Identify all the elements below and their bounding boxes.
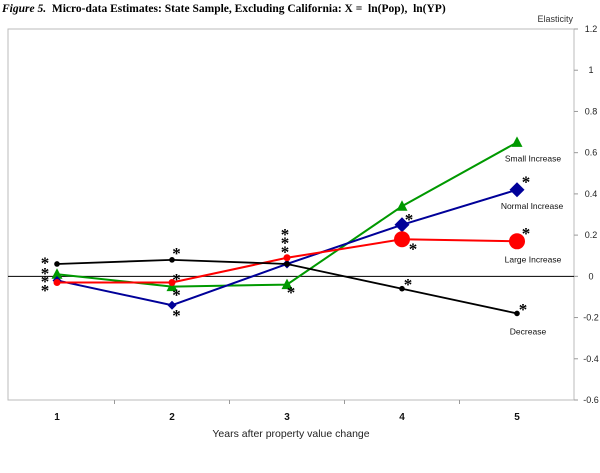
marker-decrease-year-4 xyxy=(399,285,405,292)
marker-decrease-year-1 xyxy=(54,261,60,267)
x-tick-label: 1 xyxy=(54,412,60,423)
asterisk-large-increase-year-2: * xyxy=(172,270,181,289)
asterisk-small-increase-year-2: * xyxy=(172,286,181,305)
figure-note: Note. Large figures signify that the poi… xyxy=(1,451,599,473)
marker-normal-increase-year-4 xyxy=(394,217,410,233)
series-label-large-increase: Large Increase xyxy=(505,254,562,264)
asterisk-normal-increase-year-2: * xyxy=(172,306,181,325)
asterisk-decrease-year-2: * xyxy=(172,244,181,263)
marker-normal-increase-year-5 xyxy=(509,182,525,198)
marker-large-increase-year-5 xyxy=(509,233,525,250)
marker-small-increase-year-4 xyxy=(396,200,408,211)
x-tick-label: 4 xyxy=(399,412,405,423)
asterisk-decrease-year-1: * xyxy=(41,253,50,272)
marker-large-increase-year-3 xyxy=(283,254,291,262)
asterisk-normal-increase-year-1: * xyxy=(41,281,50,300)
asterisk-large-increase-year-3: * xyxy=(281,242,290,261)
series-label-decrease: Decrease xyxy=(510,326,547,336)
asterisk-decrease-year-3: * xyxy=(281,225,290,244)
y-tick-label: 0.4 xyxy=(585,189,598,199)
x-tick-label: 3 xyxy=(284,412,290,423)
marker-decrease-year-3 xyxy=(284,261,290,267)
y-tick-label: -0.2 xyxy=(583,313,599,323)
marker-large-increase-year-2 xyxy=(168,279,176,287)
marker-small-increase-year-1 xyxy=(51,268,63,279)
series-label-normal-increase: Normal Increase xyxy=(501,201,564,211)
asterisk-decrease-year-5: * xyxy=(519,300,528,319)
x-tick-label: 5 xyxy=(514,412,520,423)
y-axis-title: Elasticity xyxy=(537,14,573,24)
asterisk-small-increase-year-1: * xyxy=(41,264,50,283)
marker-normal-increase-year-2 xyxy=(167,300,177,310)
marker-large-increase-year-1 xyxy=(53,279,61,287)
marker-small-increase-year-5 xyxy=(511,136,523,147)
y-tick-label: -0.6 xyxy=(583,395,599,405)
y-tick-label: 1 xyxy=(588,65,593,75)
y-tick-label: 0.6 xyxy=(585,148,598,158)
y-tick-label: 0.2 xyxy=(585,230,598,240)
figure-number: Figure 5. xyxy=(2,3,47,15)
asterisk-normal-increase-year-3: * xyxy=(281,233,290,252)
x-axis-title: Years after property value change xyxy=(212,428,369,440)
marker-decrease-year-5 xyxy=(514,310,520,317)
asterisk-large-increase-year-5: * xyxy=(522,224,531,243)
y-tick-label: 0.8 xyxy=(585,106,598,116)
asterisk-decrease-year-4: * xyxy=(404,275,413,294)
y-tick-label: 0 xyxy=(588,271,593,281)
x-tick-label: 2 xyxy=(169,412,175,423)
y-tick-label: -0.4 xyxy=(583,354,599,364)
asterisk-normal-increase-year-5: * xyxy=(522,172,531,191)
marker-small-increase-year-3 xyxy=(281,278,293,290)
asterisk-large-increase-year-1: * xyxy=(41,272,50,291)
marker-large-increase-year-4 xyxy=(394,231,410,248)
asterisk-large-increase-year-4: * xyxy=(409,240,418,259)
figure-title: Figure 5. Micro-data Estimates: State Sa… xyxy=(2,3,598,15)
series-label-small-increase: Small Increase xyxy=(505,153,561,163)
y-tick-label: 1.2 xyxy=(585,24,598,34)
marker-decrease-year-2 xyxy=(169,257,175,263)
plot-border xyxy=(7,28,575,401)
figure-title-text: Micro-data Estimates: State Sample, Excl… xyxy=(46,3,446,15)
asterisk-small-increase-year-3: * xyxy=(287,283,296,302)
asterisk-normal-increase-year-4: * xyxy=(405,210,414,229)
